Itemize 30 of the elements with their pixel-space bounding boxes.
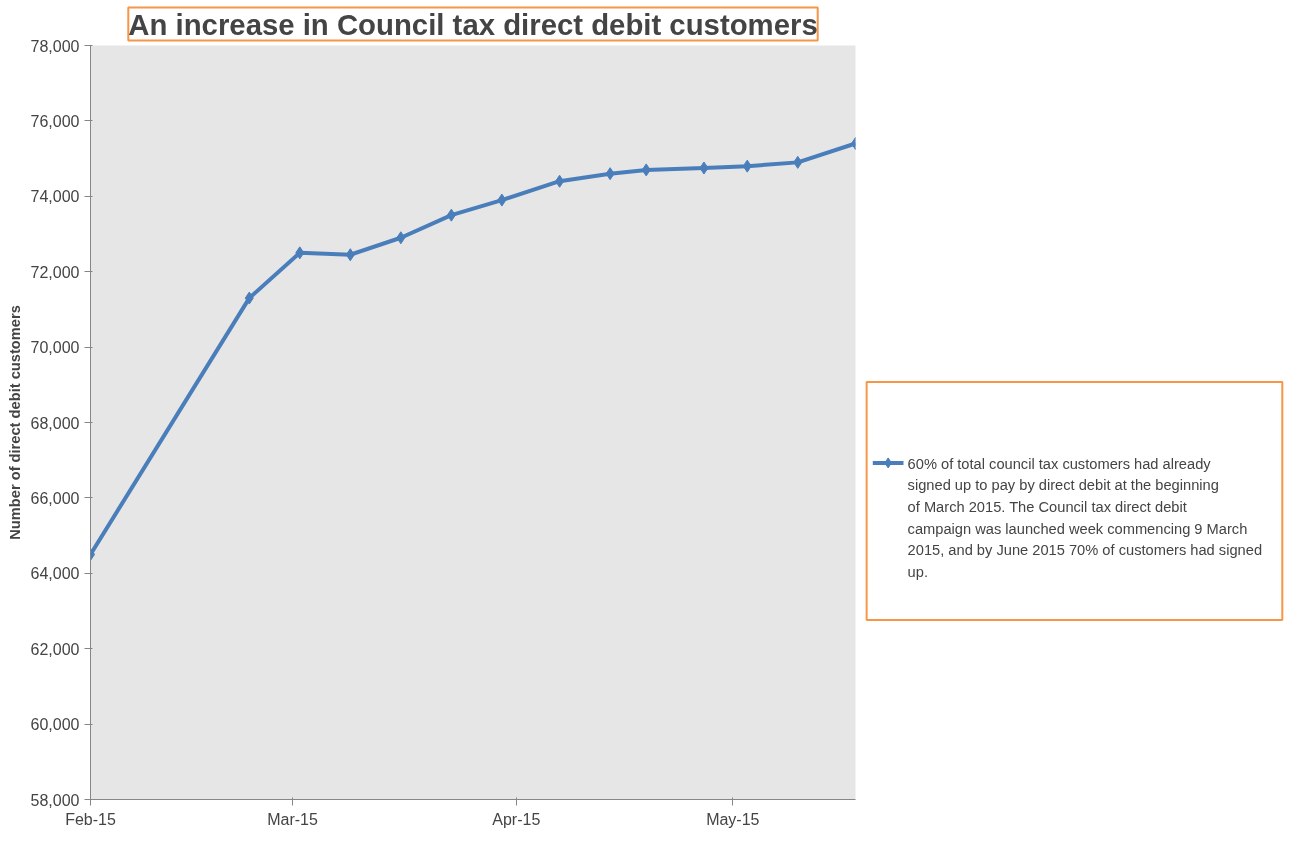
y-tick-label: 76,000 xyxy=(30,112,80,130)
point xyxy=(446,208,456,222)
point xyxy=(345,248,355,262)
point xyxy=(742,159,752,173)
y-tick-label: 70,000 xyxy=(30,339,80,357)
y-tick-label: 68,000 xyxy=(30,414,80,432)
x-tick-label: Feb-15 xyxy=(65,810,116,828)
legend-label: 60% of total council tax customers had already signed up to pay by direct debit at the beginning of March 2015. The Council tax direct debit campaign was launched week commencing 9 March 2015, and by June 2015 70% of customers had signed up. xyxy=(907,455,1263,580)
y-tick-label: 74,000 xyxy=(30,188,80,206)
point xyxy=(555,174,565,188)
point xyxy=(396,231,406,245)
y-tick-label: 62,000 xyxy=(30,640,80,658)
y-axis-title: Number of direct debit customers xyxy=(6,305,23,540)
point xyxy=(497,193,507,207)
y-tick-label: 72,000 xyxy=(30,263,80,281)
y-tick-label: 78,000 xyxy=(30,37,80,55)
x-tick-label: May-15 xyxy=(706,810,760,828)
point xyxy=(605,167,615,181)
y-tick-label: 66,000 xyxy=(30,489,80,507)
y-tick-label: 58,000 xyxy=(30,791,80,809)
x-tick-label: Apr-15 xyxy=(492,810,541,828)
y-tick-label: 60,000 xyxy=(30,716,80,734)
chart-title: An increase in Council tax direct debit customers xyxy=(128,7,818,41)
point xyxy=(641,163,651,177)
point xyxy=(244,291,254,305)
point xyxy=(699,161,709,175)
x-tick-label: Mar-15 xyxy=(267,810,319,828)
y-tick-label: 64,000 xyxy=(30,565,80,583)
point xyxy=(793,155,803,169)
point xyxy=(295,246,305,260)
